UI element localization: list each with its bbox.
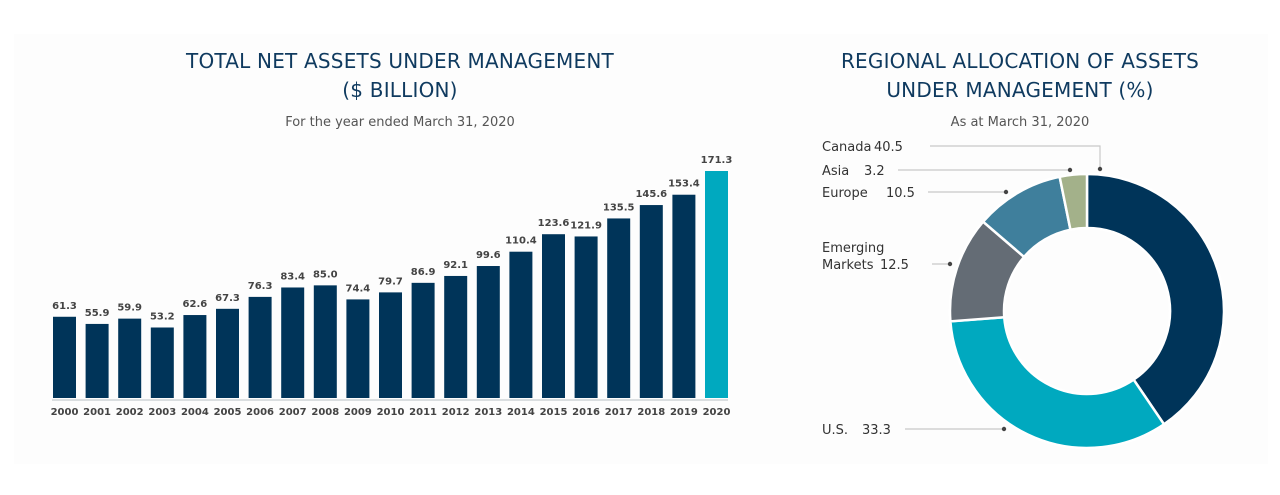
donut-label-emerging-markets-line-2: Markets bbox=[822, 258, 874, 273]
bar-2015 bbox=[542, 234, 565, 398]
bar-value-label: 99.6 bbox=[476, 250, 501, 261]
bar-value-label: 86.9 bbox=[411, 267, 436, 278]
x-tick-label: 2012 bbox=[442, 407, 470, 418]
x-tick-label: 2008 bbox=[311, 407, 339, 418]
bar-2017 bbox=[607, 218, 631, 398]
x-tick-label: 2020 bbox=[703, 407, 731, 418]
bar-2002 bbox=[118, 318, 142, 398]
donut-label-u-s-: U.S. bbox=[822, 423, 848, 438]
x-tick-label: 2010 bbox=[377, 407, 405, 418]
x-tick-label: 2005 bbox=[214, 407, 242, 418]
bar-2011 bbox=[411, 282, 435, 398]
bar-2014 bbox=[509, 251, 533, 398]
bar-value-label: 171.3 bbox=[701, 155, 733, 166]
bar-2016 bbox=[574, 236, 598, 398]
leader-dot-u-s- bbox=[1001, 426, 1007, 432]
donut-value-u-s-: 33.3 bbox=[862, 423, 891, 438]
bar-value-label: 123.6 bbox=[538, 218, 570, 229]
donut-label-emerging-markets-line-1: Emerging bbox=[822, 241, 884, 256]
x-tick-label: 2003 bbox=[148, 407, 176, 418]
bar-value-label: 83.4 bbox=[280, 271, 305, 282]
bar-2004 bbox=[183, 315, 207, 398]
donut-chart-title-line-1: REGIONAL ALLOCATION OF ASSETS bbox=[840, 49, 1200, 73]
bar-value-label: 55.9 bbox=[85, 308, 110, 319]
x-tick-label: 2001 bbox=[83, 407, 111, 418]
bar-chart: 61.3 2000 55.9 2001 59.9 2002 53.2 2003 62.6 2004… bbox=[51, 155, 733, 418]
bar-value-label: 79.7 bbox=[378, 276, 403, 287]
x-tick-label: 2000 bbox=[51, 407, 79, 418]
leader-dot-emerging-markets bbox=[947, 261, 953, 267]
bar-value-label: 74.4 bbox=[346, 283, 371, 294]
donut-chart-title: REGIONAL ALLOCATION OF ASSETS UNDER MANA… bbox=[790, 47, 1250, 105]
bar-value-label: 61.3 bbox=[52, 301, 77, 312]
x-tick-label: 2007 bbox=[279, 407, 307, 418]
x-tick-label: 2017 bbox=[605, 407, 633, 418]
bar-2018 bbox=[639, 205, 663, 398]
bar-value-label: 135.5 bbox=[603, 202, 635, 213]
donut-chart-title-line-2: UNDER MANAGEMENT (%) bbox=[886, 78, 1154, 102]
donut-value-europe: 10.5 bbox=[886, 186, 915, 201]
bar-value-label: 53.2 bbox=[150, 312, 175, 323]
bar-value-label: 153.4 bbox=[668, 179, 700, 190]
bar-2013 bbox=[476, 266, 500, 398]
bar-2006 bbox=[248, 296, 272, 398]
x-tick-label: 2018 bbox=[637, 407, 665, 418]
bar-value-label: 110.4 bbox=[505, 236, 537, 247]
bar-2020 bbox=[705, 171, 728, 398]
bar-2007 bbox=[281, 287, 305, 398]
donut-chart-subtitle: As at March 31, 2020 bbox=[950, 115, 1090, 130]
donut-value-emerging-markets: 12.5 bbox=[880, 258, 909, 273]
bar-value-label: 145.6 bbox=[635, 189, 667, 200]
x-tick-label: 2015 bbox=[540, 407, 568, 418]
donut-slice-asia bbox=[1058, 172, 1089, 232]
donut-label-asia: Asia bbox=[822, 164, 849, 179]
x-tick-label: 2016 bbox=[572, 407, 600, 418]
bar-2012 bbox=[444, 275, 468, 398]
bar-value-label: 59.9 bbox=[117, 303, 142, 314]
x-tick-label: 2002 bbox=[116, 407, 144, 418]
bar-2008 bbox=[313, 285, 337, 398]
donut-label-europe: Europe bbox=[822, 186, 868, 201]
bar-2000 bbox=[53, 316, 76, 398]
bar-chart-title: TOTAL NET ASSETS UNDER MANAGEMENT ($ BIL… bbox=[120, 47, 680, 105]
leader-dot-europe bbox=[1003, 189, 1009, 195]
bar-2019 bbox=[672, 194, 696, 398]
leader-dot-canada bbox=[1097, 166, 1103, 172]
x-tick-label: 2009 bbox=[344, 407, 372, 418]
bar-chart-title-line-2: ($ BILLION) bbox=[342, 78, 458, 102]
bar-value-label: 67.3 bbox=[215, 293, 240, 304]
bar-2001 bbox=[85, 323, 109, 398]
donut-label-canada: Canada bbox=[822, 140, 871, 155]
x-tick-label: 2006 bbox=[246, 407, 274, 418]
x-tick-label: 2004 bbox=[181, 407, 209, 418]
donut-chart: Canada 40.5 Asia 3.2 Europe 10.5 Emerging Marke… bbox=[822, 140, 1226, 450]
bar-value-label: 85.0 bbox=[313, 269, 338, 280]
bar-value-label: 92.1 bbox=[443, 260, 468, 271]
bar-value-label: 62.6 bbox=[183, 299, 208, 310]
donut-value-asia: 3.2 bbox=[864, 164, 885, 179]
bar-2005 bbox=[216, 308, 239, 398]
bar-2003 bbox=[150, 327, 174, 398]
bar-2010 bbox=[379, 292, 402, 398]
bar-2009 bbox=[346, 299, 370, 398]
donut-value-canada: 40.5 bbox=[874, 140, 903, 155]
x-tick-label: 2014 bbox=[507, 407, 535, 418]
bar-value-label: 76.3 bbox=[248, 281, 273, 292]
leader-dot-asia bbox=[1067, 167, 1073, 173]
donut-slice-canada bbox=[1085, 172, 1226, 427]
donut-slice-u-s- bbox=[949, 315, 1166, 450]
x-tick-label: 2013 bbox=[474, 407, 502, 418]
bar-value-label: 121.9 bbox=[570, 220, 602, 231]
leader-line-canada bbox=[930, 145, 1101, 169]
x-tick-label: 2019 bbox=[670, 407, 698, 418]
bar-chart-subtitle: For the year ended March 31, 2020 bbox=[285, 115, 515, 130]
x-tick-label: 2011 bbox=[409, 407, 437, 418]
bar-chart-title-line-1: TOTAL NET ASSETS UNDER MANAGEMENT bbox=[186, 49, 614, 73]
